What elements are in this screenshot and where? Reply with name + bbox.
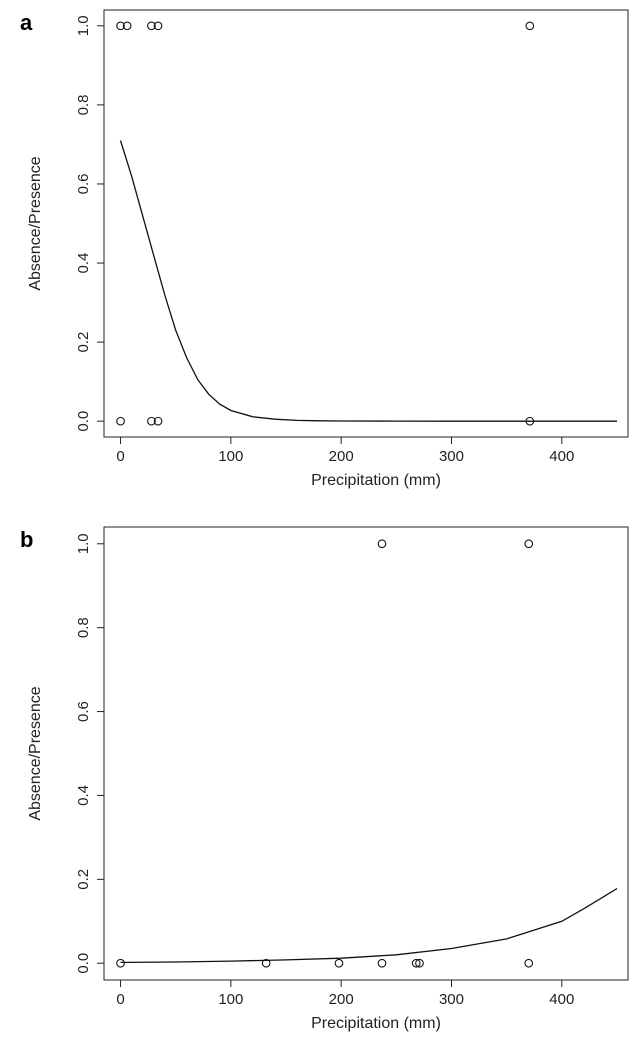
- chart-b-y-tick-label: 0.2: [75, 869, 92, 890]
- chart-b-y-tick-label: 0.8: [75, 617, 92, 638]
- chart-b-data-point: [524, 539, 534, 549]
- chart-b-svg: 0 100 200 300 400 0.0 0.2 0.4 0.6 0.8 1.0 Precipita…: [27, 526, 629, 1032]
- chart-a-data-point: [122, 21, 132, 31]
- chart-a-y-tick-label: 0.4: [75, 253, 92, 274]
- chart-a-y-tick-label: 0.8: [75, 94, 92, 115]
- chart-panel-b: b 0 100 200 300 400 0.0 0.2 0.4 0.6 0.8 1.0 Precipi…: [0, 505, 632, 1053]
- chart-b-data-point: [524, 958, 534, 968]
- chart-a-fitted-curve: [119, 140, 617, 422]
- chart-panel-a: a 0 100 200 300 400 0.0 0.2 0.4 0.6 0.8 1.0 Precipi…: [0, 0, 632, 505]
- chart-b-x-tick-label: 200: [329, 991, 354, 1008]
- panel-label-b: b: [20, 527, 34, 552]
- chart-a-y-tick-label: 0.0: [75, 411, 92, 432]
- chart-b-data-point: [116, 958, 125, 968]
- chart-b-data-point: [261, 958, 271, 968]
- chart-a-x-tick-label: 100: [218, 448, 243, 465]
- chart-b-plot-frame: [103, 526, 629, 981]
- chart-a-data-point: [147, 416, 156, 426]
- chart-a-y-tick-label: 1.0: [75, 15, 92, 36]
- chart-a-svg: 0 100 200 300 400 0.0 0.2 0.4 0.6 0.8 1.0 Precipita…: [27, 9, 629, 489]
- chart-b-y-axis-label: Absence/Presence: [27, 686, 44, 820]
- chart-b-data-point: [377, 958, 387, 968]
- chart-b-x-tick-label: 400: [549, 991, 574, 1008]
- chart-b-data-point: [377, 539, 387, 549]
- chart-b-data-point: [334, 958, 344, 968]
- chart-a-plot-frame: [103, 9, 629, 438]
- chart-a-x-tick-label: 200: [329, 448, 354, 465]
- chart-b-y-tick-label: 0.0: [75, 953, 92, 974]
- chart-b-fitted-curve: [120, 888, 618, 964]
- chart-b-y-tick-label: 0.4: [75, 785, 92, 806]
- chart-b-x-tick-label: 300: [439, 991, 464, 1008]
- chart-a-data-point: [525, 21, 535, 31]
- chart-a-data-point: [116, 416, 125, 426]
- panel-label-a: a: [20, 10, 33, 35]
- chart-a-data-point: [525, 416, 535, 426]
- chart-a-data-point: [116, 21, 125, 31]
- chart-a-data-point: [153, 21, 163, 31]
- chart-a-x-axis-label: Precipitation (mm): [311, 472, 441, 489]
- chart-a-y-axis-label: Absence/Presence: [27, 156, 44, 290]
- chart-b-data-point: [415, 958, 424, 968]
- chart-b-x-tick-label: 0: [116, 991, 124, 1008]
- chart-a-x-tick-label: 0: [116, 448, 124, 465]
- chart-b-y-tick-label: 0.6: [75, 701, 92, 722]
- chart-a-data-point: [147, 21, 156, 31]
- chart-a-y-tick-label: 0.6: [75, 174, 92, 195]
- chart-b-data-point: [411, 958, 421, 968]
- chart-a-y-tick-label: 0.2: [75, 332, 92, 353]
- chart-a-x-tick-label: 400: [549, 448, 574, 465]
- chart-b-y-tick-label: 1.0: [75, 533, 92, 554]
- chart-a-data-point: [153, 416, 163, 426]
- chart-b-x-axis-label: Precipitation (mm): [311, 1015, 441, 1032]
- chart-a-x-tick-label: 300: [439, 448, 464, 465]
- chart-b-x-tick-label: 100: [218, 991, 243, 1008]
